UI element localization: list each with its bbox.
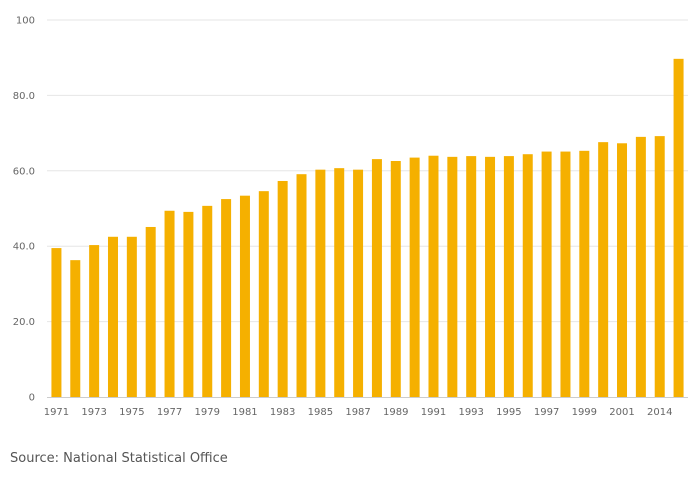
bar [107,236,118,397]
y-tick-label: 20.0 [13,317,35,328]
bar [89,245,100,397]
x-axis-ticks: 1971 1973 1975 1977 1979 1981 1983 1985 1987 1989… [44,407,673,418]
x-tick-label: 1985 [308,407,333,418]
bar [277,180,288,397]
x-tick-label: 1993 [458,407,483,418]
bar [334,168,345,397]
y-axis-ticks: 0 20.0 40.0 60.0 80.0 100 [13,16,35,404]
gridlines [47,19,688,323]
x-tick-label: 1973 [81,407,106,418]
bar [371,159,382,397]
bar [654,136,665,397]
bar [164,210,175,397]
bar [447,156,458,397]
bar [296,174,307,397]
x-tick-label: 1979 [195,407,220,418]
bar [390,161,401,397]
y-tick-label: 40.0 [13,242,35,253]
bar [503,156,514,397]
x-tick-label: 1997 [534,407,559,418]
bar [315,169,326,397]
bar [202,205,213,397]
x-tick-label: 1971 [44,407,69,418]
bar [258,191,269,397]
y-tick-label: 0 [29,393,35,404]
x-tick-label: 2001 [609,407,634,418]
x-tick-label: 1983 [270,407,295,418]
source-note: Source: National Statistical Office [10,451,228,466]
bar [353,169,364,397]
bar [466,156,477,397]
x-tick-label: 1989 [383,407,408,418]
bar [541,151,552,397]
x-tick-label: 1987 [345,407,370,418]
bar [579,150,590,397]
x-tick-label: 1991 [421,407,446,418]
bar [145,226,156,397]
x-tick-label: 1995 [496,407,521,418]
x-tick-label: 1999 [572,407,597,418]
bar [617,143,628,397]
bar [673,58,684,397]
bar [635,136,646,397]
bar [239,195,250,397]
x-tick-label: 1981 [232,407,257,418]
bar [70,260,81,397]
y-tick-label: 100 [16,16,35,27]
bars [51,58,684,397]
bar [126,236,137,397]
bar [560,151,571,397]
bar [183,211,194,397]
y-tick-label: 60.0 [13,166,35,177]
bar [522,154,533,397]
bar [221,199,232,397]
x-tick-label: 1975 [119,407,144,418]
x-tick-label: 2014 [647,407,672,418]
bar [485,156,496,397]
bar [51,248,62,397]
bar [598,142,609,397]
bar [409,157,420,397]
x-tick-label: 1977 [157,407,182,418]
y-tick-label: 80.0 [13,91,35,102]
bar [428,155,439,397]
